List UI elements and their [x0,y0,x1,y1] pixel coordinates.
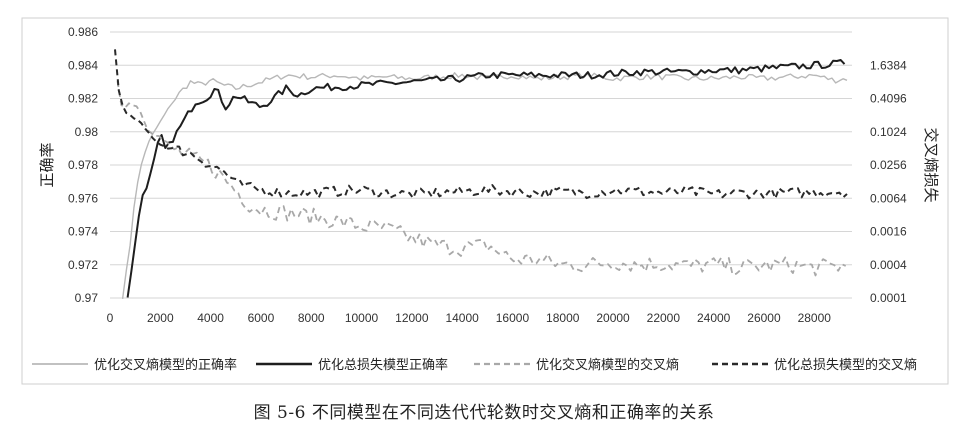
legend-label-4: 优化总损失模型的交叉熵 [774,357,917,373]
y-tick-label: 0.98 [75,125,99,139]
x-tick-label: 26000 [747,311,781,325]
y-tick-label: 0.978 [68,158,98,172]
y2-tick-label: 0.1024 [870,125,907,139]
chart-frame [21,17,949,385]
y-tick-label: 0.984 [68,58,98,72]
y-tick-label: 0.974 [68,225,98,239]
x-tick-label: 24000 [697,311,731,325]
y-tick-label: 0.976 [68,191,98,205]
x-tick-label: 28000 [798,311,832,325]
x-tick-label: 12000 [395,311,429,325]
y2-tick-label: 0.0064 [870,191,907,205]
x-tick-label: 6000 [248,311,275,325]
y2-axis-title: 交叉熵损失 [922,127,940,202]
x-tick-label: 0 [107,311,114,325]
figure-caption: 图 5-6 不同模型在不同迭代代轮数时交叉熵和正确率的关系 [253,403,715,423]
x-tick-label: 18000 [546,311,580,325]
x-axis-ticks: 0 2000 4000 6000 8000 10000 12000 14000 16000 180… [107,311,832,325]
x-tick-label: 22000 [647,311,681,325]
legend: 优化交叉熵模型的正确率 优化总损失模型正确率 优化交叉熵模型的交叉熵 优化总损失模型的… [32,357,917,373]
series-lines [114,49,848,299]
line-chart: 0 2000 4000 6000 8000 10000 12000 14000 16000 180… [21,17,949,385]
series-line-3 [116,80,847,277]
y2-tick-label: 0.0016 [870,225,907,239]
legend-label-1: 优化交叉熵模型的正确率 [94,357,237,373]
y-tick-label: 0.986 [68,25,98,39]
x-tick-label: 2000 [147,311,174,325]
x-tick-label: 16000 [496,311,530,325]
legend-label-3: 优化交叉熵模型的交叉熵 [536,357,679,373]
x-tick-label: 20000 [596,311,630,325]
y2-tick-label: 1.6384 [870,58,907,72]
y2-axis-ticks: 0.0001 0.0004 0.0016 0.0064 0.0256 0.1024 0.40… [870,58,907,305]
x-tick-label: 8000 [298,311,325,325]
x-tick-label: 4000 [197,311,224,325]
y-axis-ticks: 0.97 0.972 0.974 0.976 0.978 0.98 0.982 0.984 0.… [68,25,98,305]
y-tick-label: 0.972 [68,258,98,272]
series-line-4 [114,49,848,200]
gridlines [110,31,852,299]
x-tick-label: 14000 [445,311,479,325]
y2-tick-label: 0.0256 [870,158,907,172]
y2-tick-label: 0.4096 [870,92,907,106]
x-tick-label: 10000 [345,311,379,325]
y-tick-label: 0.97 [75,291,99,305]
legend-label-2: 优化总损失模型正确率 [318,357,448,373]
series-line-2 [126,59,846,298]
y-tick-label: 0.982 [68,92,98,106]
y2-tick-label: 0.0004 [870,258,907,272]
y-axis-title: 正确率 [38,142,56,187]
y2-tick-label: 0.0001 [870,291,907,305]
